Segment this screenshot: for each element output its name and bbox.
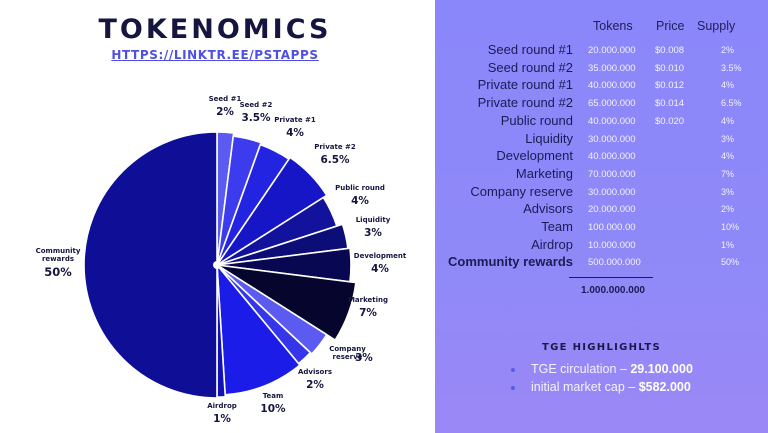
row-price: $0.020 — [655, 115, 685, 127]
pie-label-advisors: Advisors 2% — [298, 368, 332, 392]
pie-center-dot — [213, 261, 221, 269]
row-supply: 4% — [721, 115, 735, 126]
pie-label-development: Development 4% — [353, 252, 407, 276]
row-supply: 7% — [721, 168, 735, 179]
row-tokens: 40.000.000 — [588, 151, 636, 163]
row-tokens: 70.000.000 — [588, 168, 636, 180]
total-tokens: 1.000.000.000 — [581, 285, 645, 296]
row-supply: 10% — [721, 222, 740, 232]
row-tokens: 500.000.000 — [588, 257, 641, 269]
table-row: Advisors 20.000.000 2% — [435, 201, 768, 219]
tge-market-cap-item: initial market cap – $582.000 — [511, 380, 691, 394]
row-label: Advisors — [523, 201, 573, 217]
row-label: Team — [541, 219, 573, 234]
pie-label-airdrop: Airdrop 1% — [207, 402, 237, 426]
pie-label-team: Team 10% — [260, 392, 286, 416]
row-supply: 1% — [721, 239, 735, 250]
chart-panel: TOKENOMICS HTTPS://LINKTR.EE/PSTAPPS See… — [35, 14, 407, 426]
row-supply: 4% — [721, 151, 735, 162]
table-row: Team 100.000.00 10% — [435, 219, 768, 237]
tge-highlights-title: TGE HIGHLIGHLTS — [542, 342, 661, 353]
table-row: Company reserve 30.000.000 3% — [435, 184, 768, 202]
row-label: Community rewards — [448, 254, 573, 270]
column-header-tokens: Tokens — [593, 19, 633, 33]
table-row: Seed round #2 35.000.000 $0.010 3.5% — [435, 60, 768, 78]
row-label: Seed round #1 — [487, 42, 573, 57]
linktree-link[interactable]: HTTPS://LINKTR.EE/PSTAPPS — [111, 48, 319, 62]
table-row: Marketing 70.000.000 7% — [435, 166, 768, 184]
table-row: Seed round #1 20.000.000 $0.008 2% — [435, 42, 768, 60]
row-label: Airdrop — [531, 236, 573, 252]
row-price: $0.008 — [655, 45, 685, 56]
pie-slice — [216, 264, 301, 396]
row-label: Private round #2 — [477, 95, 573, 111]
row-tokens: 30.000.000 — [588, 186, 636, 198]
total-divider — [569, 277, 653, 278]
page-title: TOKENOMICS — [98, 14, 332, 45]
table-row: Private round #1 40.000.000 $0.012 4% — [435, 77, 768, 95]
pie-label-seed-1: Seed #1 2% — [208, 95, 242, 119]
row-label: Public round — [500, 112, 573, 128]
row-supply: 4% — [721, 80, 735, 91]
table-row: Community rewards 500.000.000 50% — [435, 254, 768, 272]
row-price: $0.012 — [655, 80, 685, 92]
row-supply: 50% — [721, 257, 740, 268]
row-price: $0.014 — [655, 98, 685, 110]
table-row: Liquidity 30.000.000 3% — [435, 131, 768, 149]
pie-label-private-2: Private #2 6.5% — [314, 143, 356, 167]
pie-label-liquidity: Liquidity 3% — [355, 216, 391, 240]
row-tokens: 65.000.000 — [588, 98, 636, 110]
row-supply: 6.5% — [721, 98, 742, 109]
row-tokens: 30.000.000 — [588, 133, 636, 145]
row-supply: 3% — [721, 186, 735, 197]
row-tokens: 40.000.000 — [588, 115, 636, 127]
pie-label-marketing: Marketing 7% — [347, 296, 389, 320]
row-price: $0.010 — [655, 62, 685, 74]
row-supply: 2% — [721, 45, 735, 55]
row-label: Company reserve — [470, 183, 573, 199]
row-label: Seed round #2 — [487, 59, 573, 75]
row-supply: 3.5% — [721, 62, 742, 73]
tge-circulation-item: TGE circulation – 29.100.000 — [511, 362, 693, 376]
pie-label-private-1: Private #1 4% — [274, 116, 316, 140]
table-row: Public round 40.000.000 $0.020 4% — [435, 113, 768, 131]
pie-label-public-round: Public round 4% — [335, 184, 385, 208]
row-tokens: 20.000.000 — [588, 45, 636, 56]
tokenomics-table-panel: Tokens Price Supply Seed round #1 20.000.… — [435, 0, 768, 433]
row-tokens: 35.000.000 — [588, 62, 636, 74]
bullet-icon — [511, 386, 515, 390]
row-tokens: 40.000.000 — [588, 80, 636, 92]
table-row: Development 40.000.000 4% — [435, 148, 768, 166]
pie-slice — [83, 131, 218, 399]
column-header-price: Price — [656, 19, 685, 33]
pie-label-seed-2: Seed #2 3.5% — [239, 101, 273, 125]
table-row: Airdrop 10.000.000 1% — [435, 237, 768, 255]
row-supply: 2% — [721, 204, 735, 215]
row-tokens: 20.000.000 — [588, 204, 636, 216]
row-tokens: 100.000.00 — [588, 222, 636, 233]
table-row: Private round #2 65.000.000 $0.014 6.5% — [435, 95, 768, 113]
pie-slice — [216, 264, 357, 341]
row-tokens: 10.000.000 — [588, 239, 636, 251]
column-header-supply: Supply — [697, 19, 736, 33]
bullet-icon — [511, 368, 515, 372]
tokenomics-pie-chart — [83, 131, 357, 399]
pie-slice — [216, 156, 328, 266]
row-label: Development — [496, 148, 573, 164]
row-supply: 3% — [721, 133, 735, 144]
pie-slice — [216, 264, 328, 355]
row-label: Private round #1 — [477, 77, 573, 93]
row-label: Marketing — [515, 165, 573, 181]
pie-label-community-rewards: Community rewards 50% — [35, 247, 81, 280]
pie-label-company-reserve: Company reserve 3% — [329, 345, 373, 365]
row-label: Liquidity — [525, 130, 573, 146]
